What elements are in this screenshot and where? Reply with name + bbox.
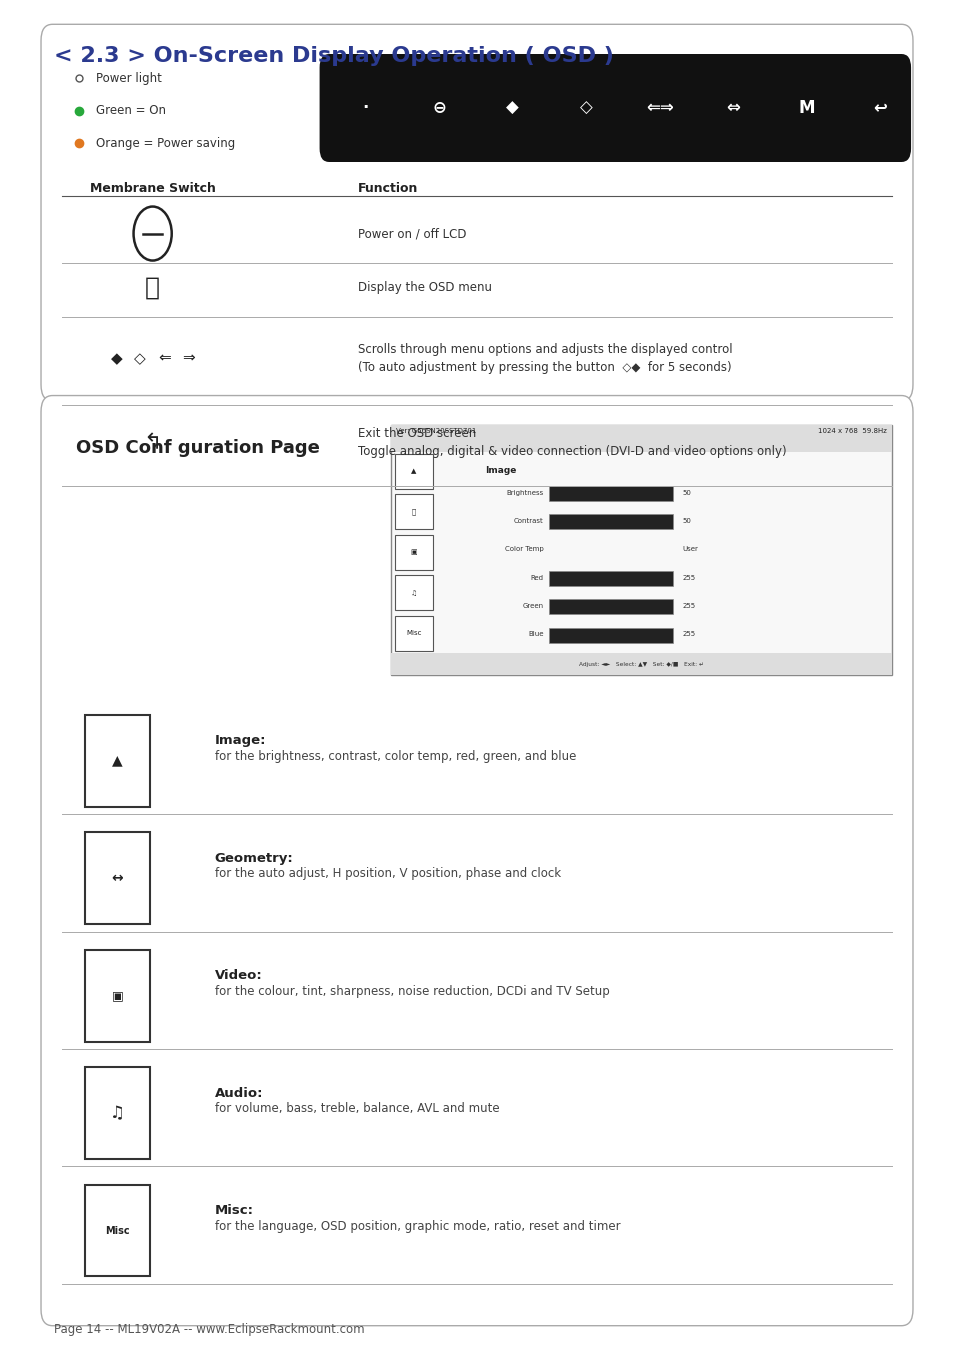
Text: ↰: ↰ — [143, 433, 162, 452]
Text: 255: 255 — [681, 575, 695, 580]
Text: Function: Function — [357, 182, 417, 196]
Text: 50: 50 — [681, 518, 690, 524]
Text: Ⓜ: Ⓜ — [145, 275, 160, 300]
Text: User: User — [681, 547, 698, 552]
Text: OSD Conf guration Page: OSD Conf guration Page — [76, 439, 320, 456]
Text: ↔: ↔ — [112, 871, 123, 886]
Text: Display the OSD menu: Display the OSD menu — [357, 281, 491, 294]
Text: M: M — [798, 99, 815, 117]
FancyBboxPatch shape — [395, 494, 433, 529]
Text: Ver: G56SN20SSTD701: Ver: G56SN20SSTD701 — [395, 428, 476, 433]
Text: Audio:: Audio: — [214, 1087, 263, 1099]
Text: Scrolls through menu options and adjusts the displayed control
(To auto adjustme: Scrolls through menu options and adjusts… — [357, 343, 732, 374]
Text: ♫: ♫ — [110, 1104, 125, 1122]
Text: Page 14 -- ML19V02A -- www.EclipseRackmount.com: Page 14 -- ML19V02A -- www.EclipseRackmo… — [54, 1323, 365, 1336]
FancyBboxPatch shape — [85, 716, 150, 806]
Text: Membrane Switch: Membrane Switch — [90, 182, 215, 196]
FancyBboxPatch shape — [548, 571, 672, 586]
Text: ◆: ◆ — [506, 99, 518, 117]
Text: ·: · — [362, 99, 368, 117]
Text: ⇒: ⇒ — [182, 351, 195, 366]
Text: ⤢: ⤢ — [412, 509, 416, 514]
FancyBboxPatch shape — [395, 454, 433, 489]
Text: Red: Red — [530, 575, 543, 580]
FancyBboxPatch shape — [85, 949, 150, 1042]
FancyBboxPatch shape — [395, 535, 433, 570]
Text: for the auto adjust, H position, V position, phase and clock: for the auto adjust, H position, V posit… — [214, 867, 560, 880]
Text: Geometry:: Geometry: — [214, 852, 294, 864]
FancyBboxPatch shape — [41, 24, 912, 401]
FancyBboxPatch shape — [41, 396, 912, 1326]
Text: ⇐⇒: ⇐⇒ — [645, 99, 673, 117]
Text: for the language, OSD position, graphic mode, ratio, reset and timer: for the language, OSD position, graphic … — [214, 1220, 619, 1233]
Text: Color Temp: Color Temp — [504, 547, 543, 552]
FancyBboxPatch shape — [548, 514, 672, 529]
FancyBboxPatch shape — [395, 575, 433, 610]
Text: Green: Green — [522, 603, 543, 609]
Text: 255: 255 — [681, 632, 695, 637]
Text: Power on / off LCD: Power on / off LCD — [357, 227, 466, 240]
Text: 255: 255 — [681, 603, 695, 609]
FancyBboxPatch shape — [85, 832, 150, 923]
Text: Power light: Power light — [96, 72, 162, 85]
Text: ♫: ♫ — [411, 590, 416, 595]
Text: Green = On: Green = On — [96, 104, 166, 117]
Text: ▲: ▲ — [411, 468, 416, 474]
Text: ⊖: ⊖ — [432, 99, 445, 117]
FancyBboxPatch shape — [85, 1185, 150, 1277]
Text: ⇔: ⇔ — [725, 99, 740, 117]
Text: Brightness: Brightness — [506, 490, 543, 495]
Text: Video:: Video: — [214, 969, 262, 981]
Text: Blue: Blue — [528, 632, 543, 637]
Text: Misc: Misc — [406, 630, 421, 636]
FancyBboxPatch shape — [391, 653, 891, 675]
Text: Image:: Image: — [214, 734, 266, 747]
Text: ▣: ▣ — [411, 549, 416, 555]
Text: ◇: ◇ — [579, 99, 592, 117]
Text: Adjust: ◄►   Select: ▲▼   Set: ◆/■   Exit: ↵: Adjust: ◄► Select: ▲▼ Set: ◆/■ Exit: ↵ — [578, 662, 703, 667]
FancyBboxPatch shape — [548, 486, 672, 501]
Text: Contrast: Contrast — [514, 518, 543, 524]
Text: < 2.3 > On-Screen Display Operation ( OSD ): < 2.3 > On-Screen Display Operation ( OS… — [54, 46, 614, 66]
Text: for the brightness, contrast, color temp, red, green, and blue: for the brightness, contrast, color temp… — [214, 749, 576, 763]
Text: ▲: ▲ — [112, 753, 123, 768]
Text: for the colour, tint, sharpness, noise reduction, DCDi and TV Setup: for the colour, tint, sharpness, noise r… — [214, 984, 609, 998]
Text: Image: Image — [485, 466, 516, 475]
Text: ⇐: ⇐ — [158, 351, 172, 366]
FancyBboxPatch shape — [85, 1066, 150, 1158]
Text: for volume, bass, treble, balance, AVL and mute: for volume, bass, treble, balance, AVL a… — [214, 1102, 498, 1115]
FancyBboxPatch shape — [395, 616, 433, 651]
Text: ◇: ◇ — [134, 351, 146, 366]
Text: Orange = Power saving: Orange = Power saving — [96, 136, 235, 150]
Text: Exit the OSD screen
Toggle analog, digital & video connection (DVI-D and video o: Exit the OSD screen Toggle analog, digit… — [357, 428, 785, 458]
Text: ◆: ◆ — [111, 351, 122, 366]
FancyBboxPatch shape — [391, 425, 891, 452]
Text: Misc:: Misc: — [214, 1204, 253, 1218]
Text: ↩: ↩ — [873, 99, 886, 117]
FancyBboxPatch shape — [391, 425, 891, 675]
Text: 50: 50 — [681, 490, 690, 495]
Text: 1024 x 768  59.8Hz: 1024 x 768 59.8Hz — [818, 428, 886, 433]
FancyBboxPatch shape — [548, 628, 672, 643]
Text: ▣: ▣ — [112, 990, 123, 1002]
FancyBboxPatch shape — [319, 54, 910, 162]
FancyBboxPatch shape — [548, 599, 672, 614]
Text: Misc: Misc — [105, 1226, 130, 1235]
